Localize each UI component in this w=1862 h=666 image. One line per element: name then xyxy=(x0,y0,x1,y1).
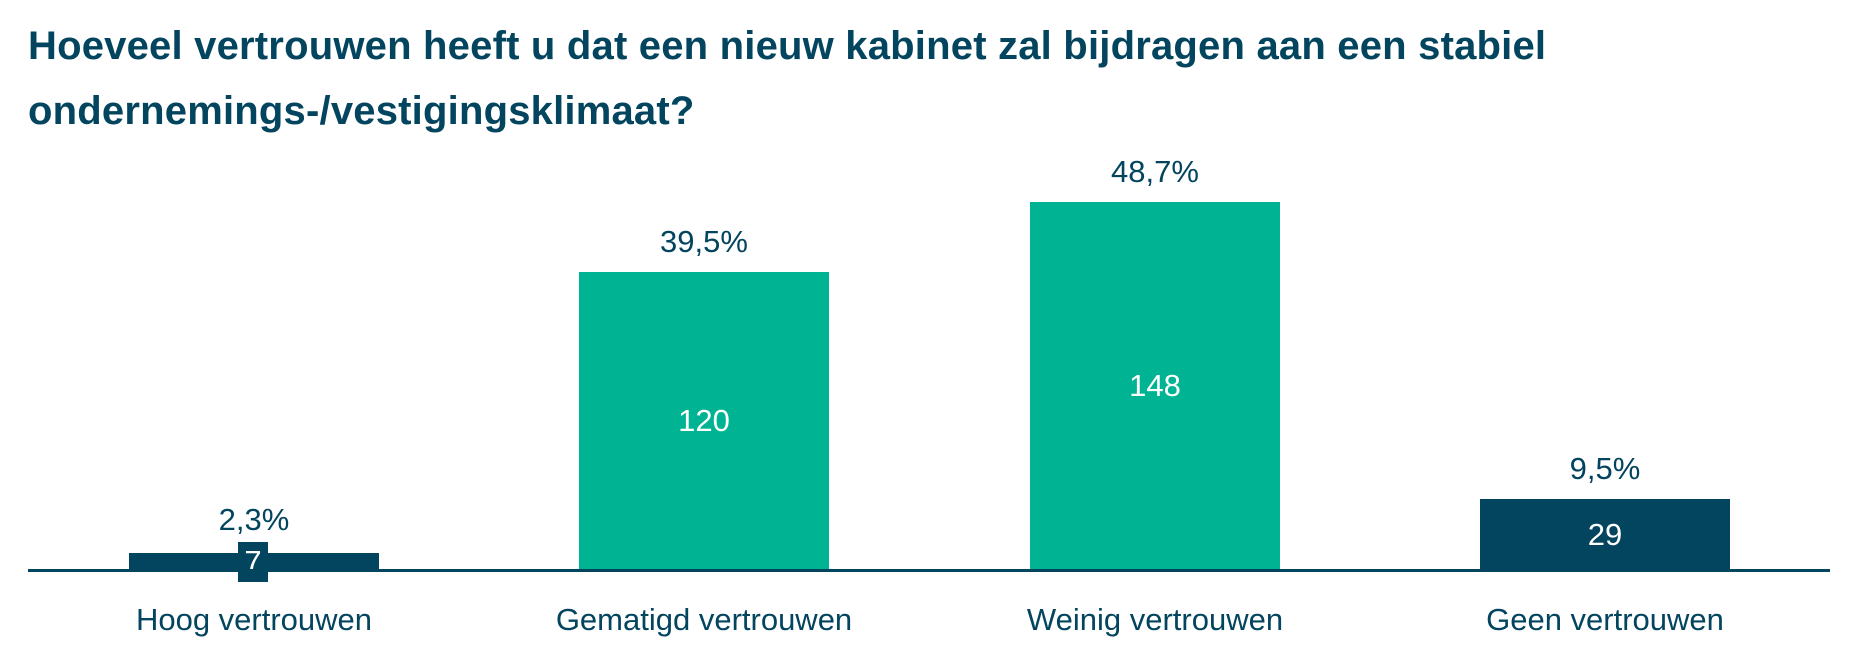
chart-title: Hoeveel vertrouwen heeft u dat een nieuw… xyxy=(28,24,1547,133)
bar-weinig-vertrouwen xyxy=(1030,202,1280,570)
category-label-hoog: Hoog vertrouwen xyxy=(135,602,373,637)
category-label-geen: Geen vertrouwen xyxy=(1486,602,1724,637)
category-label-gematigd: Gematigd vertrouwen xyxy=(555,602,853,637)
percentage-label-gematigd: 39,5% xyxy=(660,224,748,259)
x-axis-line xyxy=(28,569,1830,572)
count-label-gematigd: 120 xyxy=(678,403,730,438)
count-label-weinig: 148 xyxy=(1129,368,1181,403)
count-label-geen: 29 xyxy=(1587,517,1623,552)
percentage-label-weinig: 48,7% xyxy=(1111,154,1199,189)
count-label-hoog: 7 xyxy=(238,542,268,582)
percentage-label-geen: 9,5% xyxy=(1569,451,1641,486)
percentage-label-hoog: 2,3% xyxy=(218,502,290,537)
bar-geen-vertrouwen xyxy=(1480,499,1730,570)
bar-gematigd-vertrouwen xyxy=(579,272,829,570)
category-label-weinig: Weinig vertrouwen xyxy=(1026,602,1284,637)
